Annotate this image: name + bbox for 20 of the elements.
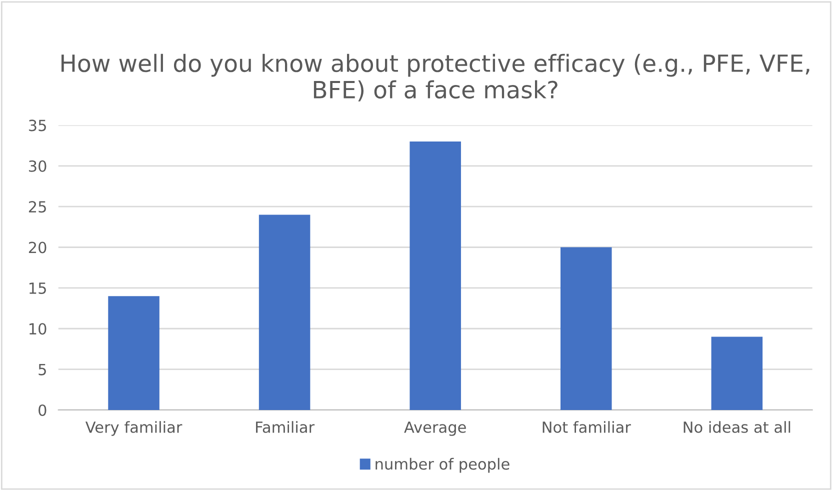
y-tick-label: 30 (28, 160, 46, 172)
x-tick-label: Very familiar (85, 421, 182, 436)
y-tick-label: 20 (28, 242, 46, 254)
legend-label: number of people (376, 458, 510, 473)
bar (560, 247, 612, 410)
x-tick-label: No ideas at all (684, 421, 790, 433)
y-tick-label: 15 (30, 282, 46, 294)
bar (108, 296, 160, 410)
y-tick-label: 5 (38, 364, 46, 376)
x-tick-label: Familiar (256, 421, 315, 433)
chart-title: How well do you know about protective efficacy (e.g., PFE, VFE, BFE) of a face mask? (62, 54, 810, 102)
y-tick-label: 25 (28, 201, 46, 213)
bar (410, 141, 461, 410)
y-tick-label: 35 (28, 120, 46, 132)
bar (711, 336, 763, 410)
y-tick-label: 0 (38, 404, 46, 416)
bar (258, 214, 310, 410)
x-tick-label: Not familiar (542, 421, 631, 433)
y-tick-label: 10 (30, 323, 46, 335)
x-tick-label: Average (404, 422, 466, 436)
